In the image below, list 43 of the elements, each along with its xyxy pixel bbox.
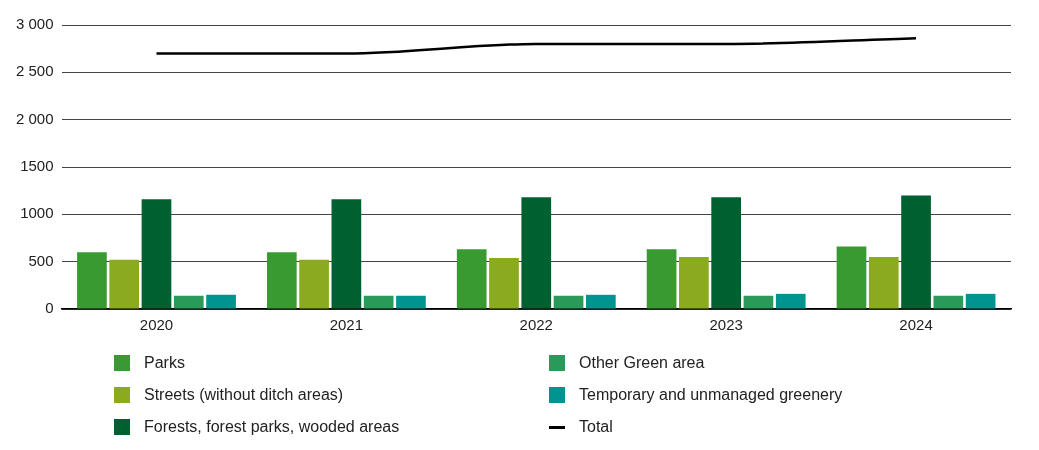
bar [396, 295, 426, 309]
bar [775, 293, 806, 309]
legend-label: Temporary and unmanaged greenery [579, 386, 843, 404]
x-tick-label: 2024 [899, 316, 933, 334]
legend-label: Other Green area [579, 354, 705, 372]
y-tick-label: 500 [28, 251, 54, 269]
bar [836, 246, 867, 309]
y-tick-label: 2 500 [15, 62, 54, 80]
y-tick-label: 2 000 [15, 109, 54, 127]
legend-label: Total [579, 418, 613, 436]
y-tick-label: 0 [45, 299, 54, 317]
y-tick-label: 1000 [20, 204, 54, 222]
x-tick-label: 2022 [519, 316, 553, 334]
legend-label: Parks [144, 354, 185, 372]
bar [711, 197, 742, 309]
bar [868, 256, 899, 309]
y-tick-label: 3 000 [15, 15, 54, 33]
x-tick-label: 2020 [139, 316, 174, 334]
bar [77, 252, 107, 309]
bar [363, 295, 394, 309]
legend-label: Streets (without ditch areas) [144, 386, 344, 404]
bar [206, 294, 236, 309]
bar [901, 195, 931, 309]
bar [553, 295, 584, 309]
bar [679, 256, 709, 309]
bar [456, 249, 487, 309]
bar [933, 295, 964, 309]
x-tick-label: 2023 [709, 316, 743, 334]
bar [646, 249, 677, 309]
bar [266, 252, 297, 309]
bar [743, 295, 774, 309]
bar [173, 295, 204, 309]
bar [521, 197, 552, 309]
bar [299, 259, 329, 309]
bar [331, 199, 362, 309]
bar [585, 294, 616, 309]
bar [109, 259, 140, 309]
y-tick-label: 1500 [20, 157, 54, 175]
legend-label: Forests, forest parks, wooded areas [144, 418, 400, 436]
bar [141, 199, 172, 309]
x-tick-label: 2021 [329, 316, 364, 334]
bar [489, 257, 519, 309]
bar [965, 293, 996, 309]
